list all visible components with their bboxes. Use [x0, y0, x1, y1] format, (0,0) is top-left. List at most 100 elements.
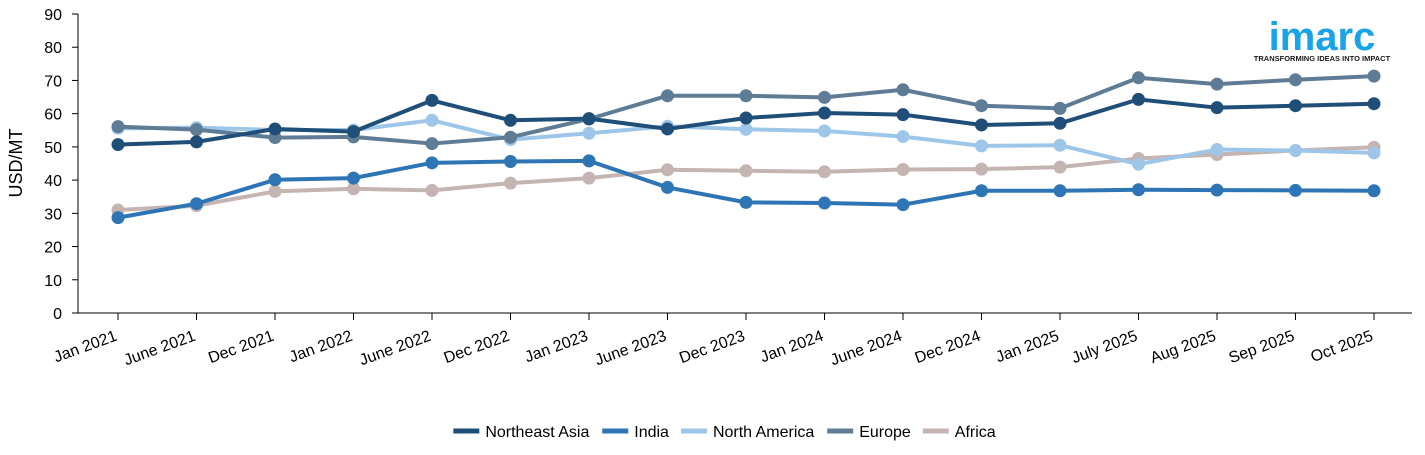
y-tick-label: 30: [44, 206, 62, 223]
data-point-north-america: [1053, 138, 1067, 152]
data-point-north-america: [1132, 157, 1145, 171]
legend-label: Europe: [859, 424, 911, 441]
data-point-india: [1053, 184, 1067, 198]
data-point-africa: [268, 184, 282, 198]
data-point-northeast-asia: [111, 138, 125, 152]
data-point-europe: [1289, 73, 1302, 87]
data-point-india: [818, 196, 831, 210]
data-point-india: [1132, 183, 1145, 197]
data-point-north-america: [1367, 146, 1381, 160]
data-point-northeast-asia: [347, 125, 360, 139]
data-point-india: [268, 173, 282, 187]
legend-item-india: India: [602, 424, 669, 441]
data-point-africa: [1053, 160, 1067, 174]
data-point-india: [582, 154, 596, 168]
x-tick-label: July 2025: [1070, 328, 1140, 367]
legend: Northeast Asia India North America Europe Af…: [453, 424, 996, 441]
y-tick-label: 50: [44, 140, 62, 157]
data-point-northeast-asia: [739, 111, 753, 125]
data-point-northeast-asia: [1289, 99, 1302, 113]
x-tick-label: Dec 2024: [913, 328, 983, 367]
x-tick-label: Dec 2021: [206, 328, 276, 367]
data-point-northeast-asia: [1132, 92, 1145, 106]
x-tick-label: Jan 2024: [758, 328, 826, 367]
y-tick-label: 80: [44, 40, 62, 57]
legend-label: India: [634, 424, 669, 441]
x-tick-label: Dec 2023: [677, 328, 747, 367]
legend-label: Africa: [955, 424, 996, 441]
data-point-africa: [818, 165, 831, 179]
data-point-india: [896, 198, 910, 212]
x-tick-label: Jan 2022: [287, 328, 355, 367]
data-point-india: [739, 195, 753, 209]
data-point-africa: [425, 183, 439, 197]
series-group: [111, 69, 1381, 225]
data-point-northeast-asia: [1367, 97, 1381, 111]
y-tick-label: 70: [44, 73, 62, 90]
data-point-africa: [347, 182, 360, 196]
data-point-india: [1210, 183, 1224, 197]
legend-item-north-america: North America: [680, 424, 814, 441]
data-point-north-america: [739, 122, 753, 136]
data-point-india: [1367, 184, 1381, 198]
data-point-africa: [661, 163, 674, 177]
data-point-india: [975, 184, 988, 198]
x-tick-label: Jan 2025: [994, 328, 1062, 367]
data-point-africa: [975, 162, 988, 176]
data-point-northeast-asia: [504, 113, 517, 127]
y-tick-label: 90: [44, 7, 62, 24]
data-point-north-america: [425, 113, 439, 127]
y-tick-label: 0: [53, 306, 62, 323]
y-tick-label: 60: [44, 107, 62, 124]
data-point-northeast-asia: [582, 112, 596, 126]
data-point-india: [504, 155, 517, 169]
data-point-europe: [190, 123, 203, 137]
data-point-africa: [896, 162, 910, 176]
data-point-northeast-asia: [425, 93, 439, 107]
data-point-northeast-asia: [661, 122, 674, 136]
x-tick-label: June 2023: [593, 328, 669, 370]
y-axis-ticks: 0 10 20 30 40 50 60 70 80 90: [44, 7, 78, 323]
data-point-europe: [1210, 77, 1224, 91]
data-point-europe: [425, 137, 439, 151]
data-point-northeast-asia: [975, 118, 988, 132]
data-point-north-america: [582, 126, 596, 140]
series-africa: [111, 140, 1381, 217]
legend-item-europe: Europe: [827, 424, 911, 441]
data-point-north-america: [896, 130, 910, 144]
x-axis-ticks: Jan 2021 June 2021 Dec 2021 Jan 2022 June 20…: [52, 313, 1376, 370]
data-point-europe: [975, 99, 988, 113]
imarc-logo: imarc TRANSFORMING IDEAS INTO IMPACT: [1254, 15, 1391, 63]
data-point-india: [347, 171, 360, 185]
data-point-north-america: [1289, 144, 1302, 158]
x-tick-label: June 2021: [122, 328, 198, 370]
x-tick-label: Dec 2022: [442, 328, 512, 367]
data-point-northeast-asia: [818, 106, 831, 120]
data-point-europe: [661, 89, 674, 103]
data-point-europe: [739, 89, 753, 103]
data-point-africa: [504, 176, 517, 190]
series-india: [111, 154, 1381, 225]
series-northeast-asia: [111, 92, 1381, 152]
x-tick-label: Jan 2023: [523, 328, 591, 367]
data-point-india: [425, 156, 439, 170]
data-point-northeast-asia: [1210, 101, 1224, 115]
x-tick-label: Sep 2025: [1227, 328, 1297, 367]
data-point-north-america: [975, 139, 988, 153]
data-point-northeast-asia: [896, 108, 910, 122]
data-point-europe: [1132, 71, 1145, 85]
data-point-europe: [896, 83, 910, 97]
x-tick-label: June 2024: [828, 328, 904, 370]
data-point-europe: [111, 120, 125, 134]
legend-label: North America: [713, 424, 814, 441]
x-tick-label: Jan 2021: [52, 328, 120, 367]
y-tick-label: 20: [44, 240, 62, 257]
legend-item-africa: Africa: [922, 424, 996, 441]
data-point-northeast-asia: [1053, 116, 1067, 130]
data-point-india: [661, 180, 674, 194]
data-point-north-america: [818, 124, 831, 138]
x-tick-label: Oct 2025: [1309, 328, 1376, 366]
logo-tagline: TRANSFORMING IDEAS INTO IMPACT: [1254, 54, 1391, 63]
data-point-europe: [504, 130, 517, 144]
data-point-africa: [582, 171, 596, 185]
